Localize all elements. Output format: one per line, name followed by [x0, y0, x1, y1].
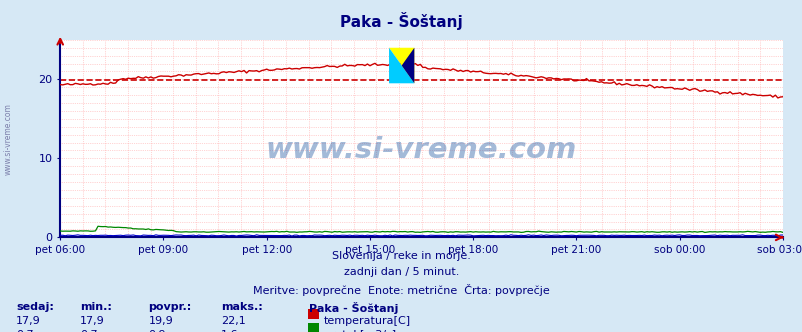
Polygon shape: [388, 48, 414, 83]
Text: povpr.:: povpr.:: [148, 302, 192, 312]
Polygon shape: [401, 48, 414, 83]
Text: www.si-vreme.com: www.si-vreme.com: [265, 136, 577, 164]
Text: 0,7: 0,7: [80, 330, 98, 332]
Text: Paka - Šoštanj: Paka - Šoštanj: [340, 12, 462, 30]
Text: maks.:: maks.:: [221, 302, 262, 312]
Text: zadnji dan / 5 minut.: zadnji dan / 5 minut.: [343, 267, 459, 277]
Text: temperatura[C]: temperatura[C]: [323, 316, 410, 326]
Text: 19,9: 19,9: [148, 316, 173, 326]
Text: www.si-vreme.com: www.si-vreme.com: [3, 104, 13, 175]
Text: 0,7: 0,7: [16, 330, 34, 332]
Text: Paka - Šoštanj: Paka - Šoštanj: [309, 302, 398, 314]
Text: 22,1: 22,1: [221, 316, 245, 326]
Text: Slovenija / reke in morje.: Slovenija / reke in morje.: [332, 251, 470, 261]
Text: Meritve: povprečne  Enote: metrične  Črta: povprečje: Meritve: povprečne Enote: metrične Črta:…: [253, 284, 549, 296]
Text: 17,9: 17,9: [80, 316, 105, 326]
Text: min.:: min.:: [80, 302, 112, 312]
Text: 0,9: 0,9: [148, 330, 166, 332]
Polygon shape: [388, 48, 414, 83]
Text: 17,9: 17,9: [16, 316, 41, 326]
Text: sedaj:: sedaj:: [16, 302, 54, 312]
Text: pretok[m3/s]: pretok[m3/s]: [323, 330, 395, 332]
Text: 1,6: 1,6: [221, 330, 238, 332]
